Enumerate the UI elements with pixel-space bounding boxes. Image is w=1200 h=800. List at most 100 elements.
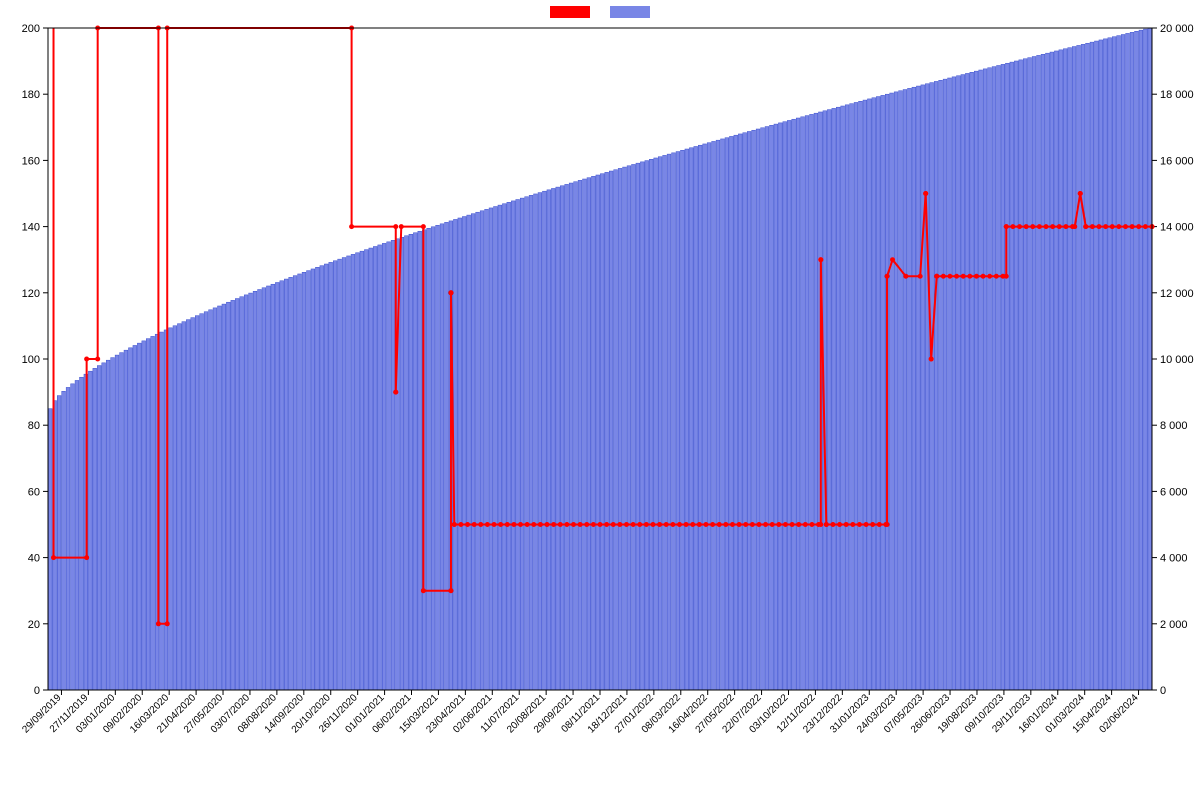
bar [591,176,595,690]
line-marker [961,274,966,279]
bar [338,259,342,690]
bar [409,234,413,690]
bar [373,246,377,690]
bar [1108,38,1112,690]
yright-tick-label: 8 000 [1160,420,1188,432]
yleft-tick-label: 200 [22,23,40,35]
bar [1028,58,1032,690]
bar [547,190,551,690]
line-marker [890,257,895,262]
line-marker [918,274,923,279]
bar [240,297,244,690]
bar [462,217,466,690]
line-marker [790,522,795,527]
bar [1072,47,1076,690]
bar [747,131,751,690]
line-marker [472,522,477,527]
bar [970,72,974,690]
bar [792,119,796,690]
bar [765,127,769,690]
bar [173,326,177,690]
yleft-tick-label: 100 [22,354,40,366]
line-marker [967,274,972,279]
bar [177,324,181,690]
line-marker [1050,224,1055,229]
bar [565,184,569,690]
bar [872,98,876,690]
line-marker [564,522,569,527]
bar [485,209,489,690]
bar [489,208,493,690]
bar [961,75,965,690]
bar [329,262,333,690]
line-marker [730,522,735,527]
line-marker [1130,224,1135,229]
line-marker [458,522,463,527]
line-marker [84,555,89,560]
bar [863,100,867,690]
bar [387,242,391,690]
line-marker [1017,224,1022,229]
yright-tick-label: 10 000 [1160,354,1194,366]
line-marker [756,522,761,527]
bar [249,293,253,690]
bar [685,149,689,690]
bar [106,360,110,690]
line-marker [465,522,470,527]
bar [787,120,791,690]
bar [124,350,128,690]
line-marker [885,522,890,527]
line-marker [644,522,649,527]
bar [676,152,680,690]
bar [859,101,863,690]
bar [930,83,934,690]
bar [231,300,235,690]
line-marker [511,522,516,527]
line-marker [947,274,952,279]
bar [712,141,716,690]
line-marker [737,522,742,527]
bar [195,316,199,690]
bar [102,363,106,690]
bar [1130,32,1134,690]
line-marker [584,522,589,527]
bar [1014,61,1018,690]
bar [1143,29,1147,690]
line-marker [1078,191,1083,196]
bar [400,237,404,690]
bar [356,253,360,690]
bar [618,168,622,690]
line-marker [349,224,354,229]
line-marker [1004,274,1009,279]
line-marker [717,522,722,527]
bar [997,65,1001,690]
bar [783,122,787,690]
bar [71,384,75,690]
line-marker [452,522,457,527]
bar [244,295,248,690]
line-marker [1072,224,1077,229]
line-marker [1024,224,1029,229]
bar [778,123,782,690]
bar [186,320,190,690]
bar [832,108,836,690]
bar [965,73,969,690]
bar [364,250,368,690]
bar [511,201,515,690]
line-marker [551,522,556,527]
bar [324,264,328,690]
bar [529,195,533,690]
bar [943,79,947,690]
bar [841,106,845,690]
line-marker [393,224,398,229]
line-marker [95,357,100,362]
bar [921,85,925,690]
line-marker [611,522,616,527]
line-marker [763,522,768,527]
bar [908,88,912,690]
line-marker [818,522,823,527]
line-marker [1097,224,1102,229]
line-marker [954,274,959,279]
bar [640,162,644,690]
bar [574,182,578,690]
